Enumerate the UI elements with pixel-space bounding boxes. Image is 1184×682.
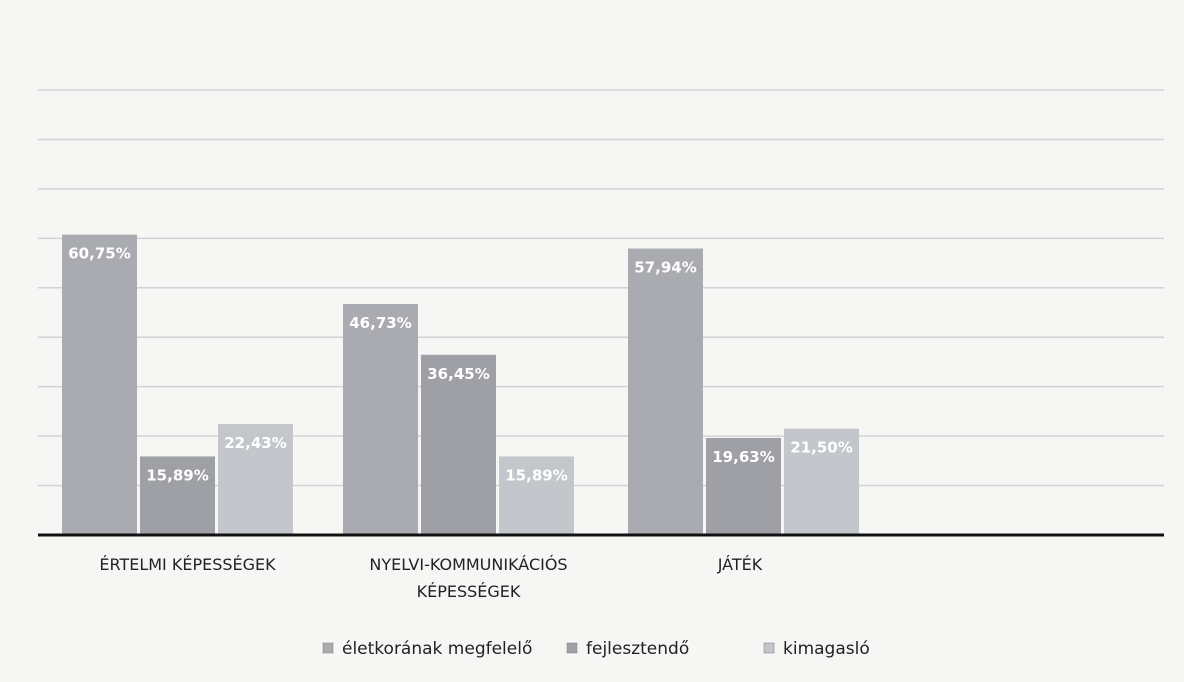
legend: életkorának megfelelő fejlesztendő kimagas… <box>323 639 870 659</box>
legend-label: kimagasló <box>783 639 870 659</box>
bars <box>62 235 859 535</box>
category-label: NYELVI-KOMMUNIKÁCIÓS <box>369 555 567 574</box>
bar-data-label: 60,75% <box>68 245 130 263</box>
legend-swatch <box>567 643 577 653</box>
category-label: JÁTÉK <box>717 555 763 574</box>
bar-data-label: 57,94% <box>634 259 696 277</box>
legend-swatch <box>764 643 774 653</box>
bar-data-label: 36,45% <box>427 365 489 383</box>
bar <box>628 249 703 535</box>
bar-data-label: 46,73% <box>349 314 411 332</box>
category-label: KÉPESSÉGEK <box>417 582 521 601</box>
gridlines <box>38 90 1164 486</box>
bar-data-label: 19,63% <box>712 448 774 466</box>
bar-data-label: 21,50% <box>790 439 852 457</box>
bar <box>343 304 418 535</box>
legend-swatch <box>323 643 333 653</box>
category-labels: ÉRTELMI KÉPESSÉGEK NYELVI-KOMMUNIKÁCIÓS KÉ… <box>99 555 762 601</box>
legend-label: fejlesztendő <box>586 639 689 659</box>
bar-data-label: 15,89% <box>505 466 567 484</box>
bar-data-label: 15,89% <box>146 466 208 484</box>
category-label: ÉRTELMI KÉPESSÉGEK <box>99 555 276 574</box>
bar <box>62 235 137 535</box>
legend-label: életkorának megfelelő <box>342 639 532 659</box>
bar-data-label: 22,43% <box>224 434 286 452</box>
